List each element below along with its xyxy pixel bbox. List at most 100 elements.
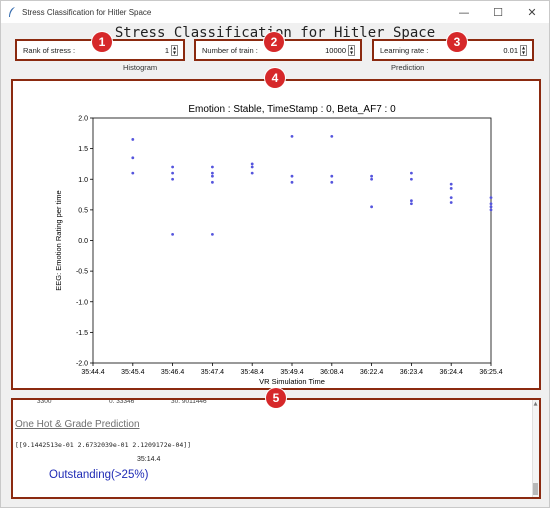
feather-icon [9,7,15,17]
scatter-chart: Emotion : Stable, TimeStamp : 0, Beta_AF… [54,104,503,386]
data-point [171,165,175,169]
window-title: Stress Classification for Hitler Space [22,7,152,17]
data-point [370,174,373,178]
y-tick-label: -0.5 [76,269,88,276]
data-point [449,196,453,200]
close-button[interactable]: ✕ [527,5,537,19]
data-point [330,174,334,178]
window-controls: — ☐ ✕ [447,1,549,23]
data-point [131,156,135,160]
maximize-button[interactable]: ☐ [493,5,503,19]
title-bar: Stress Classification for Hitler Space —… [1,1,549,23]
number-of-train-value[interactable]: 10000 [325,46,346,55]
learning-rate-value[interactable]: 0.01 [503,46,518,55]
x-tick-label: 36:08.4 [320,369,343,376]
prediction-output-panel: 3300 0. 33346 30. 9011446 One Hot & Grad… [11,398,541,499]
data-point [211,180,214,184]
rank-of-stress-spinbox[interactable]: 1 ▲ ▼ [99,44,179,57]
y-tick-label: 0.0 [78,238,88,245]
data-point [211,165,214,169]
scroll-up-icon[interactable]: ▲ [533,401,538,407]
badge-2: 2 [264,32,284,52]
data-point [211,174,214,178]
x-tick-label: 35:46.4 [161,369,184,376]
spin-arrows-icon[interactable]: ▲ ▼ [520,45,527,56]
spin-arrows-icon[interactable]: ▲ ▼ [348,45,355,56]
data-point [370,205,373,209]
data-point [410,171,413,175]
badge-1: 1 [92,32,112,52]
prediction-result: Outstanding(>25%) [49,469,149,481]
data-point [410,177,413,181]
data-point [171,171,175,175]
badge-5: 5 [266,388,286,408]
data-point [449,182,453,186]
y-axis-label: EEG: Emotion Rating per time [54,190,63,290]
data-point [489,196,493,200]
spin-arrows-icon[interactable]: ▲ ▼ [171,45,178,56]
data-point [290,134,294,138]
data-point [370,177,373,181]
x-tick-label: 35:44.4 [81,369,104,376]
chart-title: Emotion : Stable, TimeStamp : 0, Beta_AF… [188,104,396,115]
scrollbar-thumb[interactable] [533,483,538,495]
x-tick-label: 35:49.4 [280,369,303,376]
data-point [211,232,214,236]
data-point [211,171,214,175]
data-point [489,208,493,212]
output-top-value: 0. 33346 [109,398,135,405]
prediction-array: [[9.1442513e-01 2.6732039e-01 2.1209172e… [15,441,192,449]
badge-3: 3 [447,32,467,52]
data-point [410,199,413,203]
output-scrollbar[interactable]: ▲ [532,400,539,497]
y-tick-label: 1.0 [78,177,88,184]
output-top-value: 30. 9011446 [171,398,207,405]
prediction-label: Prediction [391,63,425,72]
y-tick-label: -2.0 [76,361,88,368]
data-point [131,171,135,175]
x-axis-label: VR Simulation Time [259,377,325,386]
badge-4: 4 [265,68,285,88]
data-point [290,180,294,184]
one-hot-heading: One Hot & Grade Prediction [15,419,140,430]
y-tick-label: 0.5 [78,207,88,214]
data-point [250,165,254,169]
scatter-plot-frame: Emotion : Stable, TimeStamp : 0, Beta_AF… [11,79,541,390]
data-point [489,205,493,209]
y-tick-label: 1.5 [78,146,88,153]
y-tick-label: 2.0 [78,116,88,123]
x-tick-label: 35:47.4 [201,369,224,376]
x-tick-label: 35:45.4 [121,369,144,376]
minimize-button[interactable]: — [458,5,470,19]
data-point [171,232,175,236]
data-point [250,162,254,166]
x-tick-label: 36:24.4 [440,369,463,376]
number-of-train-label: Number of train : [202,45,258,55]
data-point [131,138,135,141]
plot-axes-box [92,117,492,364]
data-point [330,180,334,184]
output-top-value: 3300 [37,398,52,405]
data-point [489,202,493,206]
x-tick-label: 36:23.4 [400,369,423,376]
data-point [250,171,254,175]
number-of-train-spinbox[interactable]: 10000 ▲ ▼ [268,44,356,57]
prediction-timestamp: 35:14.4 [137,456,161,463]
data-point [449,201,453,204]
data-point [410,202,413,206]
x-tick-label: 36:25.4 [479,369,502,376]
histogram-label: Histogram [123,63,158,72]
x-tick-label: 35:48.4 [241,369,264,376]
learning-rate-label: Learning rate : [380,45,429,55]
y-tick-label: -1.0 [76,299,88,306]
data-point [290,174,294,178]
data-point [330,134,334,138]
data-point [171,177,175,181]
data-point [449,187,453,190]
rank-of-stress-label: Rank of stress : [23,45,76,55]
y-tick-label: -1.5 [76,330,88,337]
x-tick-label: 36:22.4 [360,369,383,376]
learning-rate-spinbox[interactable]: 0.01 ▲ ▼ [428,44,528,57]
rank-of-stress-value[interactable]: 1 [164,46,169,55]
